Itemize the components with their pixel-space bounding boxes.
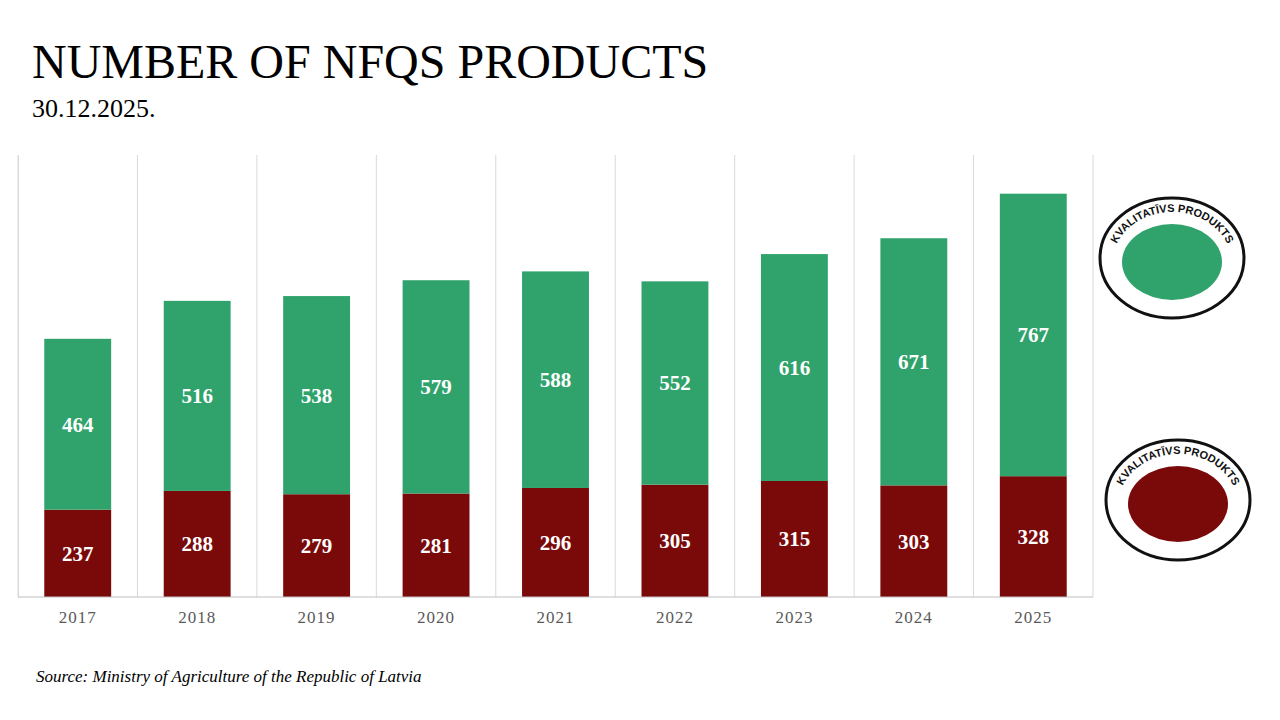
bar: [761, 481, 828, 597]
bar: [1000, 194, 1067, 477]
grid-line: [256, 155, 257, 597]
bar: [44, 339, 111, 510]
bar: [44, 510, 111, 597]
bars: [44, 194, 1066, 597]
data-label: 579: [420, 375, 452, 399]
tick: 2023: [775, 597, 813, 627]
data-label: 237: [62, 542, 94, 566]
bar: [283, 296, 350, 494]
grid-line: [376, 155, 377, 597]
bar: [642, 281, 709, 484]
x-axis-line: [18, 597, 1093, 598]
data-label: 281: [420, 534, 452, 558]
grid-line: [973, 155, 974, 597]
data-label: 328: [1018, 525, 1050, 549]
tick: 2019: [298, 597, 336, 627]
tick-label: 2021: [537, 608, 575, 627]
source: Source: Ministry of Agriculture of the R…: [36, 667, 422, 686]
data-label: 616: [779, 356, 811, 380]
grid-line: [1093, 155, 1094, 597]
tick: 2024: [895, 597, 933, 627]
legend-swatch: [1122, 224, 1222, 300]
data-label: 516: [181, 384, 213, 408]
tick-label: 2022: [656, 608, 694, 627]
bar: [761, 254, 828, 481]
data-label: 464: [62, 413, 94, 437]
tick: 2020: [417, 597, 455, 627]
subtitle: 30.12.2025.: [32, 94, 156, 123]
bar: [164, 491, 231, 597]
tick-label: 2018: [178, 608, 216, 627]
data-label: 767: [1018, 323, 1050, 347]
data-label: 538: [301, 384, 333, 408]
data-label: 279: [301, 534, 333, 558]
data-label: 305: [659, 529, 691, 553]
bar: [522, 271, 589, 488]
bar: [403, 493, 470, 597]
bar: [522, 488, 589, 597]
bar: [880, 485, 947, 597]
data-label: 588: [540, 368, 572, 392]
grid-line: [854, 155, 855, 597]
chart: NUMBER OF NFQS PRODUCTS 30.12.2025. Source…: [0, 0, 1280, 720]
tick-label: 2024: [895, 608, 933, 627]
tick-label: 2017: [59, 608, 97, 627]
y-axis: [18, 156, 19, 598]
tick: 2025: [1014, 597, 1052, 627]
grid-line: [18, 155, 19, 597]
data-label: 671: [898, 350, 930, 374]
legend-label: KVALITATĪVS PRODUKTS: [1108, 202, 1236, 245]
title: NUMBER OF NFQS PRODUCTS: [32, 35, 708, 88]
data-label: 296: [540, 531, 572, 555]
grid-line: [495, 155, 496, 597]
tick: 2017: [59, 597, 97, 627]
grid-line: [137, 155, 138, 597]
data-label: 315: [779, 527, 811, 551]
data-label: 288: [181, 532, 213, 556]
y-axis-line: [18, 156, 19, 598]
logo-ring: [1106, 440, 1250, 560]
data-labels: 237 288 279 281 296 305 315 303 328 464 516 538 579 5…: [62, 323, 1049, 565]
legend-label: KVALITATĪVS PRODUKTS: [1114, 444, 1242, 487]
legend-logo: KVALITATĪVS PRODUKTS: [1100, 198, 1244, 318]
tick: 2022: [656, 597, 694, 627]
legend-swatch: [1128, 466, 1228, 542]
tick: 2018: [178, 597, 216, 627]
grid-line: [615, 155, 616, 597]
grid-line: [734, 155, 735, 597]
bar: [880, 238, 947, 485]
data-label: 303: [898, 530, 930, 554]
tick-label: 2019: [298, 608, 336, 627]
tick-label: 2020: [417, 608, 455, 627]
logo-ring: [1100, 198, 1244, 318]
tick-label: 2025: [1014, 608, 1052, 627]
bar: [403, 280, 470, 493]
data-label: 552: [659, 371, 691, 395]
tick-label: 2023: [775, 608, 813, 627]
grid: [18, 155, 1093, 597]
x-axis: 2017 2018 2019 2020 2021 2022 2023 2024 2025: [18, 597, 1093, 627]
bar: [1000, 476, 1067, 597]
bar: [642, 485, 709, 597]
bar: [283, 494, 350, 597]
legend-logo: KVALITATĪVS PRODUKTS: [1106, 440, 1250, 560]
bar: [164, 301, 231, 491]
tick: 2021: [537, 597, 575, 627]
